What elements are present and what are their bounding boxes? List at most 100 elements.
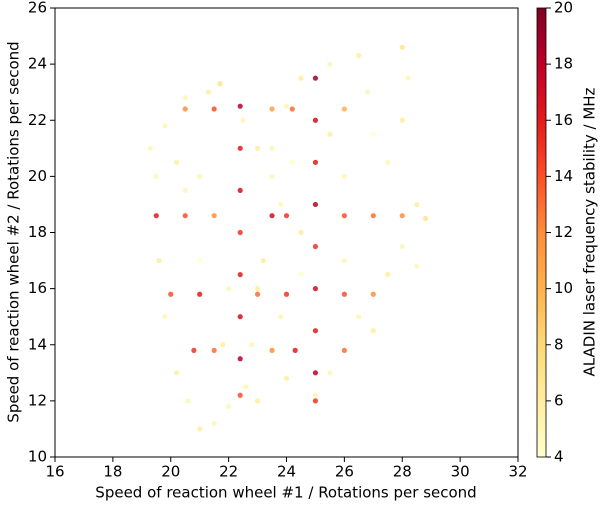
point <box>153 213 159 219</box>
point <box>356 314 362 320</box>
point <box>182 95 188 101</box>
point <box>289 106 295 112</box>
y-tick-label: 12 <box>28 391 47 409</box>
point <box>370 328 376 334</box>
point <box>283 291 290 297</box>
point <box>283 213 290 219</box>
point <box>243 384 249 390</box>
point <box>385 271 391 278</box>
point <box>173 370 180 376</box>
point <box>156 257 162 264</box>
x-axis-label: Speed of reaction wheel #1 / Rotations p… <box>95 484 476 502</box>
point <box>211 213 217 219</box>
point <box>197 173 203 179</box>
point <box>182 187 188 194</box>
x-tick-label: 24 <box>277 463 296 481</box>
point <box>341 173 347 179</box>
point <box>385 159 391 165</box>
point <box>292 347 298 353</box>
point <box>162 314 168 320</box>
x-tick-label: 28 <box>393 463 412 481</box>
point <box>269 145 275 151</box>
point <box>312 159 319 165</box>
point <box>312 328 319 334</box>
point <box>197 257 203 264</box>
point <box>254 291 261 297</box>
colorbar-tick-label: 14 <box>554 167 573 185</box>
y-tick-label: 18 <box>28 223 47 241</box>
point <box>185 398 191 404</box>
point <box>254 286 261 292</box>
point <box>182 213 188 219</box>
y-tick-label: 16 <box>28 279 47 297</box>
point <box>341 347 347 353</box>
point <box>191 347 197 353</box>
y-tick-label: 22 <box>28 111 47 129</box>
colorbar-label: ALADIN laser frequency stability / MHz <box>581 87 599 376</box>
colorbar <box>536 7 547 458</box>
point <box>237 103 243 109</box>
y-tick-label: 24 <box>28 55 47 73</box>
point <box>226 403 232 410</box>
point <box>237 145 243 151</box>
point <box>327 61 333 67</box>
point <box>370 291 376 297</box>
point <box>162 123 168 129</box>
colorbar-tick-label: 6 <box>554 391 564 409</box>
point <box>298 229 304 236</box>
point <box>312 398 319 404</box>
point <box>182 106 188 112</box>
colorbar-tick-label: 4 <box>554 448 564 466</box>
point <box>237 187 243 194</box>
x-tick-label: 30 <box>451 463 470 481</box>
y-tick-label: 26 <box>28 0 47 17</box>
x-tick-label: 22 <box>219 463 238 481</box>
point <box>312 392 319 398</box>
point <box>211 420 217 426</box>
point <box>399 44 405 50</box>
x-tick-label: 16 <box>45 463 64 481</box>
point <box>341 106 347 112</box>
colorbar-tick-label: 12 <box>554 223 573 241</box>
colorbar-tick-label: 16 <box>554 111 573 129</box>
point <box>289 159 295 165</box>
colorbar-tick-label: 20 <box>554 0 573 17</box>
point <box>168 291 174 297</box>
colorbar-tick-label: 10 <box>554 279 573 297</box>
point <box>205 89 211 95</box>
point <box>237 229 243 236</box>
point <box>269 347 275 353</box>
point <box>312 370 319 376</box>
point <box>283 375 290 382</box>
y-tick-label: 14 <box>28 335 47 353</box>
colorbar-tick-label: 8 <box>554 335 564 353</box>
point <box>269 213 275 219</box>
point <box>220 342 226 348</box>
point <box>327 370 333 376</box>
point <box>370 213 376 219</box>
point <box>211 347 217 353</box>
point <box>173 159 180 165</box>
point <box>217 81 223 87</box>
point <box>237 356 243 362</box>
point <box>278 314 284 320</box>
point <box>237 314 243 320</box>
point <box>237 271 243 278</box>
point <box>414 201 420 208</box>
point <box>312 243 319 250</box>
point <box>364 89 371 95</box>
point <box>298 271 304 278</box>
point <box>254 145 261 151</box>
point <box>356 53 362 59</box>
y-tick-label: 20 <box>28 167 47 185</box>
point <box>269 173 275 179</box>
point <box>312 286 319 292</box>
point <box>370 131 376 137</box>
point <box>197 426 203 432</box>
point <box>399 213 405 219</box>
point <box>341 213 347 219</box>
x-tick-label: 20 <box>161 463 180 481</box>
point <box>278 201 284 208</box>
points <box>147 44 428 432</box>
point <box>341 257 347 264</box>
